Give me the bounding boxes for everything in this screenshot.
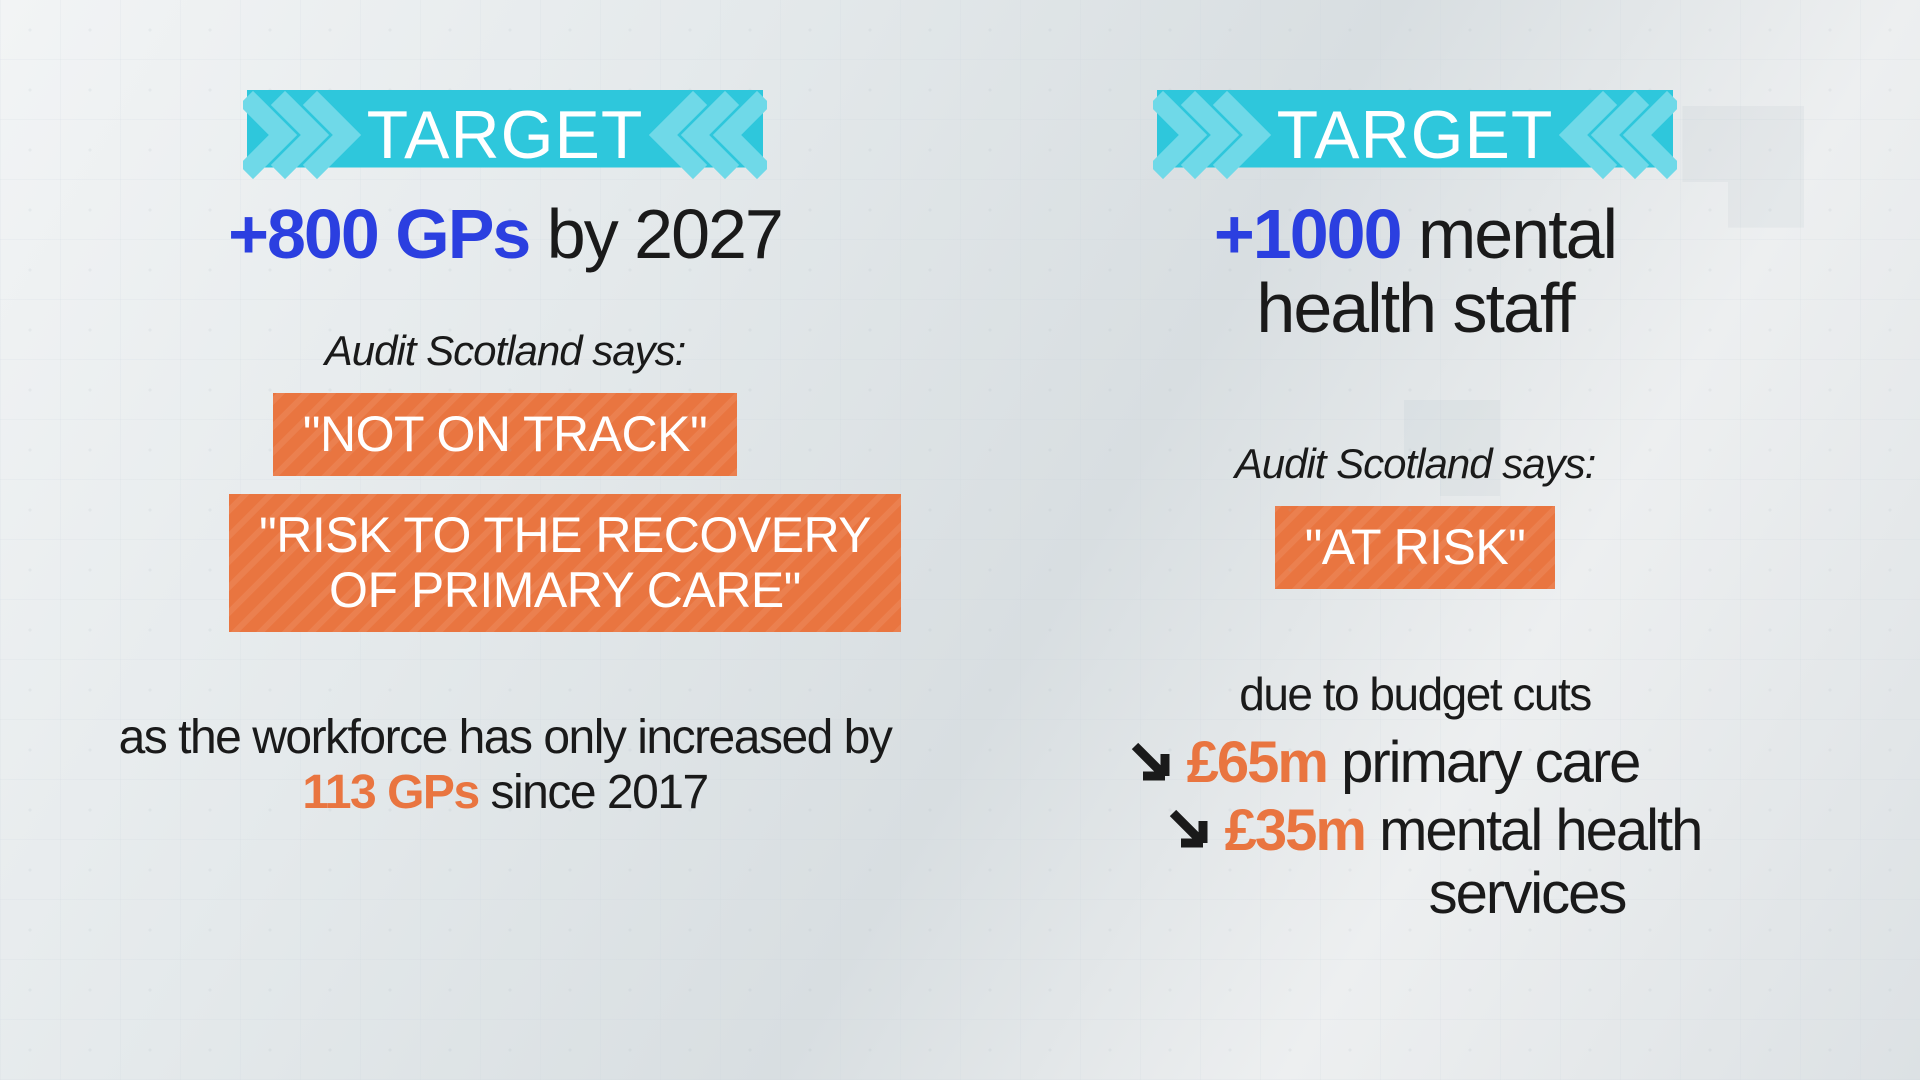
headline-number: +1000 [1214, 195, 1401, 273]
budget-cuts-block: due to budget cuts £65m primary care £35… [1129, 667, 1702, 926]
bottom-lead: as the workforce has only increased by [119, 711, 892, 764]
arrow-down-right-icon [1129, 735, 1175, 799]
target-banner-right: TARGET [1157, 90, 1674, 180]
quote-not-on-track: "NOT ON TRACK" [273, 393, 737, 476]
cut1-amount: £65m [1187, 730, 1327, 795]
right-headline: +1000 mental health staff [1214, 198, 1616, 345]
cut-line-mental-health: £35m mental health services [1129, 799, 1702, 926]
arrow-down-right-icon [1167, 802, 1213, 866]
bottom-number: 113 GPs [302, 766, 478, 819]
target-banner-left: TARGET [247, 90, 764, 180]
chevron-left-icon [1557, 90, 1677, 180]
cuts-lead: due to budget cuts [1129, 667, 1702, 721]
cut2-amount: £35m [1225, 798, 1365, 863]
quote-line1: "RISK TO THE RECOVERY [259, 507, 871, 563]
infographic-container: TARGET +800 GPs by 2027 Audit Scotland s… [0, 0, 1920, 1080]
banner-label: TARGET [367, 96, 644, 174]
left-headline: +800 GPs by 2027 [228, 198, 782, 272]
cut1-rest: primary care [1327, 730, 1639, 795]
headline-rest1: mental [1401, 195, 1617, 273]
cut2-rest: mental health [1365, 798, 1701, 863]
left-bottom-text: as the workforce has only increased by 1… [119, 710, 892, 820]
audit-says-left: Audit Scotland says: [325, 327, 686, 375]
bottom-rest: since 2017 [479, 766, 708, 819]
quote-risk-recovery: "RISK TO THE RECOVERY OF PRIMARY CARE" [229, 494, 901, 632]
quote-at-risk: "AT RISK" [1275, 506, 1556, 589]
quote-line2: OF PRIMARY CARE" [329, 562, 801, 618]
chevron-right-icon [1153, 90, 1273, 180]
cut2-rest2: services [1429, 862, 1702, 926]
headline-rest2: health staff [1256, 269, 1573, 347]
left-column: TARGET +800 GPs by 2027 Audit Scotland s… [80, 90, 930, 1010]
cut-line-primary-care: £65m primary care [1129, 731, 1702, 799]
audit-says-right: Audit Scotland says: [1235, 440, 1596, 488]
banner-label: TARGET [1277, 96, 1554, 174]
headline-number: +800 GPs [228, 195, 529, 273]
right-column: TARGET +1000 mental health staff Audit S… [990, 90, 1840, 1010]
headline-rest: by 2027 [529, 195, 782, 273]
chevron-right-icon [243, 90, 363, 180]
chevron-left-icon [647, 90, 767, 180]
